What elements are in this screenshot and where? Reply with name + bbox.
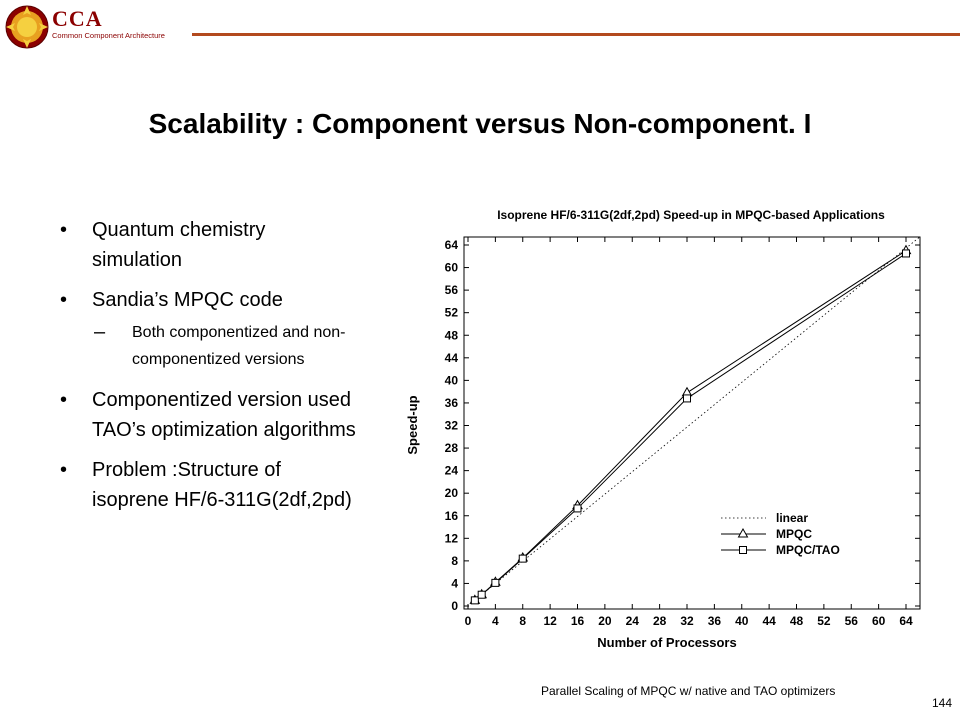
data-point-mpqc-tao — [518, 554, 527, 563]
x-tick-label: 56 — [845, 614, 859, 628]
y-tick-label: 44 — [445, 351, 459, 365]
logo-subtitle: Common Component Architecture — [52, 31, 165, 40]
y-tick-label: 36 — [445, 396, 459, 410]
x-tick-label: 12 — [543, 614, 557, 628]
data-point-mpqc-tao — [477, 590, 486, 599]
series-layer — [469, 236, 920, 605]
legend-label-mpqc-tao: MPQC/TAO — [776, 543, 840, 557]
legend-label-linear: linear — [776, 511, 808, 525]
sub-bullet-item: Both componentized and non-componentized… — [92, 319, 360, 373]
speedup-chart: Isoprene HF/6-311G(2df,2pd) Speed-up in … — [405, 208, 921, 650]
y-tick-label: 16 — [445, 509, 459, 523]
x-tick-label: 24 — [626, 614, 640, 628]
y-tick-label: 24 — [445, 464, 459, 478]
y-tick-label: 4 — [451, 576, 458, 590]
y-tick-label: 32 — [445, 419, 459, 433]
y-tick-label: 8 — [451, 554, 458, 568]
page-number: 144 — [932, 696, 953, 710]
x-tick-label: 48 — [790, 614, 804, 628]
slide-title: Scalability : Component versus Non-compo… — [148, 108, 812, 139]
x-tick-label: 32 — [680, 614, 694, 628]
y-tick-label: 28 — [445, 441, 459, 455]
y-tick-label: 60 — [445, 261, 459, 275]
x-tick-label: 64 — [899, 614, 913, 628]
x-tick-label: 0 — [465, 614, 472, 628]
y-tick-label: 56 — [445, 283, 459, 297]
x-tick-label: 52 — [817, 614, 831, 628]
plot-frame — [463, 236, 921, 610]
series-line-mpqc-tao — [474, 253, 907, 601]
x-tick-label: 60 — [872, 614, 886, 628]
logo-text: CCA — [52, 6, 103, 31]
y-axis-label: Speed-up — [405, 395, 420, 454]
y-tick-label: 20 — [445, 486, 459, 500]
x-tick-label: 36 — [708, 614, 722, 628]
series-line-linear — [474, 236, 920, 601]
y-tick-label: 12 — [445, 531, 459, 545]
x-tick-label: 8 — [519, 614, 526, 628]
x-tick-label: 44 — [762, 614, 776, 628]
bullet-list: Quantum chemistry simulation Sandia’s MP… — [60, 215, 360, 525]
x-tick-label: 28 — [653, 614, 667, 628]
x-tick-label: 4 — [492, 614, 499, 628]
bullet-item: Sandia’s MPQC code — [60, 285, 360, 315]
series-line-mpqc — [474, 250, 907, 601]
data-point-mpqc-tao — [491, 578, 500, 587]
data-point-mpqc-tao — [683, 394, 691, 403]
x-tick-label: 40 — [735, 614, 749, 628]
x-tick-label: 20 — [598, 614, 612, 628]
y-tick-label: 0 — [451, 599, 458, 613]
chart-caption: Parallel Scaling of MPQC w/ native and T… — [541, 684, 836, 698]
data-point-mpqc-tao — [573, 504, 582, 513]
y-tick-label: 40 — [445, 373, 459, 387]
x-axis-label: Number of Processors — [597, 635, 736, 650]
x-tick-label: 16 — [571, 614, 585, 628]
chart-title: Isoprene HF/6-311G(2df,2pd) Speed-up in … — [497, 208, 885, 222]
cca-logo-icon — [5, 5, 49, 49]
data-point-mpqc-tao — [902, 249, 910, 258]
legend: linear MPQC MPQC/TAO — [721, 511, 840, 557]
bullet-item: Quantum chemistry simulation — [60, 215, 360, 275]
y-tick-label: 52 — [445, 306, 459, 320]
legend-label-mpqc: MPQC — [776, 527, 812, 541]
legend-marker-mpqc-tao — [739, 546, 747, 554]
bullet-item: Componentized version used TAO’s optimiz… — [60, 385, 360, 445]
header-rule — [192, 33, 960, 36]
data-point-mpqc-tao — [470, 596, 479, 605]
y-tick-label: 48 — [445, 328, 459, 342]
bullet-item: Problem :Structure of isoprene HF/6-311G… — [60, 455, 360, 515]
y-tick-label: 64 — [445, 238, 459, 252]
x-axis: 0 4 8 12 16 20 24 28 32 36 40 44 48 52 56 60 64 — [465, 237, 913, 628]
legend-marker-mpqc — [737, 527, 749, 538]
